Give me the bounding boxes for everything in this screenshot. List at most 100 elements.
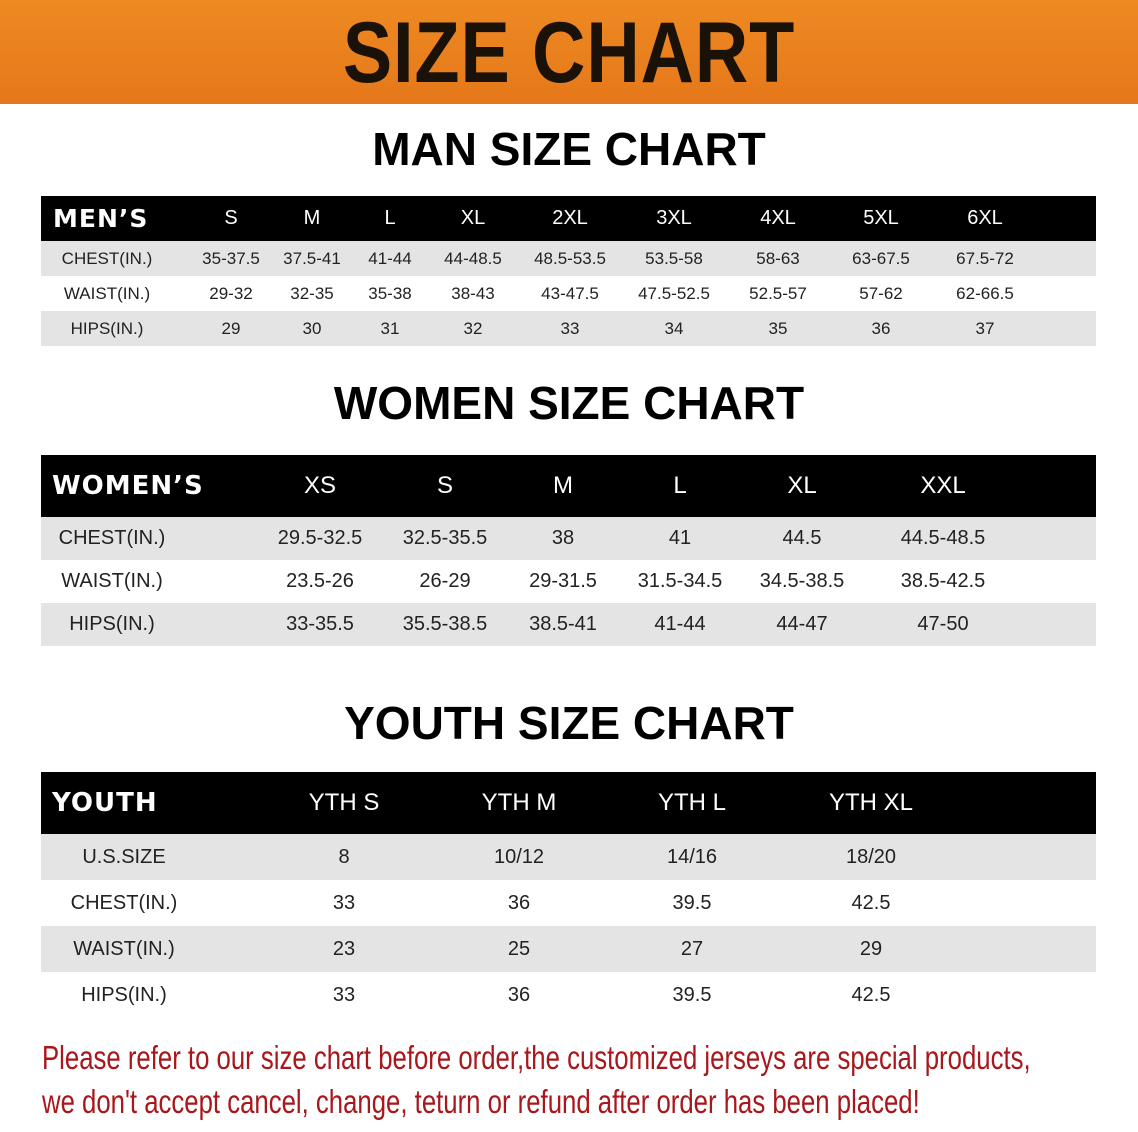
measurement-value: 10/12 xyxy=(493,846,545,868)
measurement-value: 44.5-48.5 xyxy=(900,527,986,549)
size-column-header: XS xyxy=(303,472,337,499)
table-row: WAIST(IN.) 23 25 27 29 xyxy=(41,926,1096,972)
measurement-value: 33 xyxy=(332,984,356,1006)
measurement-value: 52.5-57 xyxy=(749,284,807,303)
measurement-label: HIPS(IN.) xyxy=(70,319,144,338)
measurement-value: 36 xyxy=(871,319,891,338)
measurement-value: 36 xyxy=(507,892,531,914)
measurement-value: 31.5-34.5 xyxy=(637,570,723,592)
table-row: HIPS(IN.) 33-35.5 35.5-38.5 38.5-41 41-44 44-… xyxy=(41,603,1096,646)
measurement-value: 32 xyxy=(463,319,483,338)
measurement-value: 23.5-26 xyxy=(286,570,354,592)
measurement-value: 41-44 xyxy=(654,613,706,635)
measurement-value: 53.5-58 xyxy=(645,249,703,268)
table-row: WAIST(IN.) 29-32 32-35 35-38 38-43 43-47.5 47.… xyxy=(41,276,1096,311)
measurement-value: 47-50 xyxy=(917,613,969,635)
measurement-value: 63-67.5 xyxy=(852,249,910,268)
size-column-header: 3XL xyxy=(656,207,692,229)
measurement-value: 38.5-41 xyxy=(529,613,597,635)
measurement-value: 30 xyxy=(302,319,322,338)
size-column-header: 6XL xyxy=(967,207,1003,229)
measurement-value: 44.5 xyxy=(782,527,822,549)
women-header-row: WOMEN’S XS S M L XL XXL xyxy=(41,455,1096,517)
size-column-header: XXL xyxy=(920,472,966,499)
measurement-value: 23 xyxy=(332,938,356,960)
table-row: CHEST(IN.) 33 36 39.5 42.5 xyxy=(41,880,1096,926)
measurement-value: 34.5-38.5 xyxy=(759,570,845,592)
table-row: WAIST(IN.) 23.5-26 26-29 29-31.5 31.5-34.5 34… xyxy=(41,560,1096,603)
measurement-value: 42.5 xyxy=(851,892,891,914)
measurement-value: 27 xyxy=(680,938,704,960)
measurement-value: 35 xyxy=(768,319,788,338)
measurement-value: 42.5 xyxy=(851,984,891,1006)
measurement-value: 31 xyxy=(380,319,400,338)
measurement-value: 37 xyxy=(975,319,995,338)
youth-header-row: YOUTH YTH S YTH M YTH L YTH XL xyxy=(41,772,1096,834)
measurement-value: 67.5-72 xyxy=(956,249,1014,268)
measurement-value: 25 xyxy=(507,938,531,960)
measurement-value: 33-35.5 xyxy=(286,613,354,635)
notice-line-2: we don't accept cancel, change, teturn o… xyxy=(42,1083,920,1120)
measurement-value: 32-35 xyxy=(290,284,334,303)
table-row: HIPS(IN.) 29 30 31 32 33 34 35 36 37 xyxy=(41,311,1096,346)
measurement-value: 14/16 xyxy=(666,846,718,868)
measurement-value: 32.5-35.5 xyxy=(402,527,488,549)
size-column-header: M xyxy=(553,472,573,499)
measurement-value: 35-38 xyxy=(368,284,412,303)
measurement-label: WAIST(IN.) xyxy=(63,284,151,303)
size-chart-banner: SIZE CHART xyxy=(0,0,1138,104)
measurement-label: CHEST(IN.) xyxy=(61,249,153,268)
measurement-value: 29 xyxy=(221,319,241,338)
measurement-value: 29 xyxy=(859,938,883,960)
measurement-value: 8 xyxy=(338,846,350,868)
measurement-value: 38 xyxy=(551,527,575,549)
men-section-title: MAN SIZE CHART xyxy=(372,123,766,175)
measurement-value: 47.5-52.5 xyxy=(638,284,710,303)
size-column-header: YTH L xyxy=(657,789,727,816)
size-column-header: 2XL xyxy=(552,207,588,229)
size-column-header: S xyxy=(436,472,454,499)
women-size-table: WOMEN’S XS S M L XL XXL CHEST(IN.) 29.5-32.5 32.5… xyxy=(41,455,1096,646)
measurement-value: 29-32 xyxy=(209,284,253,303)
measurement-value: 33 xyxy=(332,892,356,914)
banner-title: SIZE CHART xyxy=(342,5,796,101)
men-header-label: MEN’S xyxy=(53,204,149,233)
size-column-header: YTH M xyxy=(481,789,557,816)
measurement-value: 41 xyxy=(668,527,692,549)
measurement-value: 48.5-53.5 xyxy=(534,249,606,268)
measurement-value: 29.5-32.5 xyxy=(277,527,363,549)
measurement-value: 62-66.5 xyxy=(956,284,1014,303)
table-row: CHEST(IN.) 35-37.5 37.5-41 41-44 44-48.5 48.5… xyxy=(41,241,1096,276)
measurement-label: CHEST(IN.) xyxy=(58,527,166,549)
measurement-label: HIPS(IN.) xyxy=(81,984,167,1006)
measurement-value: 18/20 xyxy=(845,846,897,868)
measurement-value: 39.5 xyxy=(672,892,712,914)
table-row: HIPS(IN.) 33 36 39.5 42.5 xyxy=(41,972,1096,1018)
notice-line-1: Please refer to our size chart before or… xyxy=(42,1039,1031,1076)
measurement-value: 37.5-41 xyxy=(283,249,341,268)
table-row: CHEST(IN.) 29.5-32.5 32.5-35.5 38 41 44.5 44.5… xyxy=(41,517,1096,560)
size-column-header: L xyxy=(673,472,687,499)
measurement-value: 58-63 xyxy=(756,249,800,268)
measurement-value: 33 xyxy=(560,319,580,338)
measurement-value: 44-47 xyxy=(776,613,828,635)
men-header-row: MEN’S S M L XL 2XL 3XL 4XL 5XL 6XL xyxy=(41,196,1096,241)
measurement-value: 44-48.5 xyxy=(444,249,502,268)
size-column-header: YTH S xyxy=(308,789,380,816)
measurement-value: 38-43 xyxy=(451,284,495,303)
measurement-value: 26-29 xyxy=(419,570,471,592)
measurement-value: 38.5-42.5 xyxy=(900,570,986,592)
size-column-header: XL xyxy=(460,207,486,229)
measurement-label: HIPS(IN.) xyxy=(69,613,155,635)
youth-section-title: YOUTH SIZE CHART xyxy=(344,697,794,749)
measurement-label: CHEST(IN.) xyxy=(70,892,178,914)
women-header-label: WOMEN’S xyxy=(52,471,204,501)
men-size-table: MEN’S S M L XL 2XL 3XL 4XL 5XL 6XL CHEST(IN.) 35-37… xyxy=(41,196,1096,346)
youth-header-label: YOUTH xyxy=(52,788,158,818)
women-section-title: WOMEN SIZE CHART xyxy=(333,377,805,429)
size-column-header: XL xyxy=(787,472,817,499)
size-column-header: S xyxy=(224,207,238,229)
measurement-label: WAIST(IN.) xyxy=(61,570,163,592)
measurement-value: 35-37.5 xyxy=(202,249,260,268)
table-row: U.S.SIZE 8 10/12 14/16 18/20 xyxy=(41,834,1096,880)
